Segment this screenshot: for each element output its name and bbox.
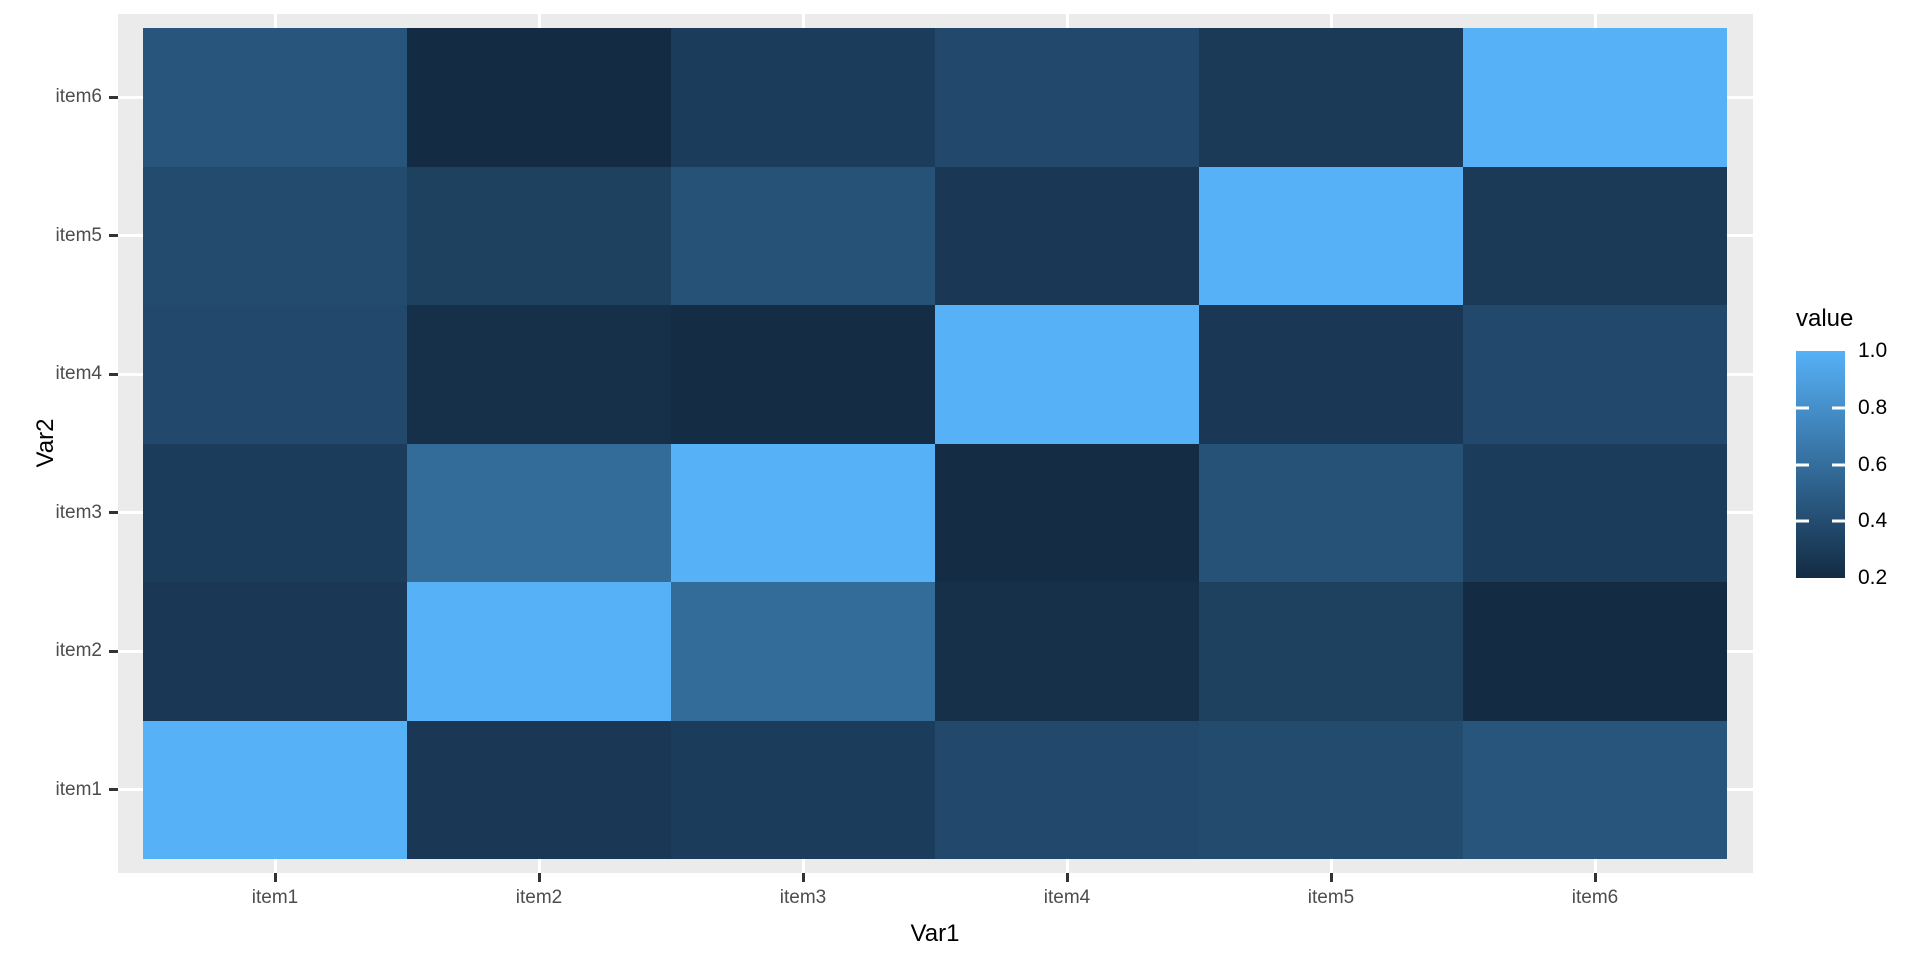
y-label-item5: item5 xyxy=(55,224,102,246)
cell-item3-item4 xyxy=(671,305,935,444)
cell-item4-item4 xyxy=(935,305,1199,444)
cell-item1-item3 xyxy=(143,443,407,582)
cell-item4-item5 xyxy=(935,166,1199,305)
x-tick xyxy=(407,873,671,882)
cell-item1-item1 xyxy=(143,720,407,859)
cell-item5-item3 xyxy=(1199,443,1463,582)
legend-tick-label-1.0: 1.0 xyxy=(1858,339,1888,362)
legend-tick-dash-left xyxy=(1796,463,1809,466)
heatmap-cells xyxy=(143,28,1727,859)
cell-item6-item3 xyxy=(1463,443,1727,582)
cell-item5-item6 xyxy=(1199,28,1463,167)
legend-tick-label-0.4: 0.4 xyxy=(1858,509,1888,533)
cell-item5-item2 xyxy=(1199,582,1463,721)
cell-item1-item2 xyxy=(143,582,407,721)
legend-title: value xyxy=(1796,305,1854,332)
cell-item2-item4 xyxy=(407,305,671,444)
cell-item4-item1 xyxy=(935,720,1199,859)
cell-item6-item2 xyxy=(1463,582,1727,721)
legend-tick-label-0.2: 0.2 xyxy=(1858,566,1888,589)
cell-item5-item5 xyxy=(1199,166,1463,305)
cell-item3-item5 xyxy=(671,166,935,305)
cell-item4-item2 xyxy=(935,582,1199,721)
cell-item5-item4 xyxy=(1199,305,1463,444)
x-label-item5: item5 xyxy=(1307,887,1355,908)
cell-item2-item2 xyxy=(407,582,671,721)
y-label-item6: item6 xyxy=(55,86,102,108)
y-tick xyxy=(109,167,118,306)
y-tick xyxy=(109,28,118,167)
legend-tick-dash-left xyxy=(1796,519,1809,523)
legend-tick-label-0.8: 0.8 xyxy=(1858,395,1888,419)
y-axis-title: Var2 xyxy=(32,418,59,468)
y-tick xyxy=(109,721,118,860)
cell-item5-item1 xyxy=(1199,720,1463,859)
plot-panel xyxy=(118,14,1753,873)
y-label-item1: item1 xyxy=(55,778,102,800)
y-label-item3: item3 xyxy=(55,501,102,523)
x-label-item4: item4 xyxy=(1043,887,1091,908)
cell-item3-item2 xyxy=(671,582,935,721)
x-tick xyxy=(1463,873,1727,882)
cell-item6-item5 xyxy=(1463,166,1727,305)
cell-item1-item6 xyxy=(143,28,407,167)
cell-item2-item6 xyxy=(407,28,671,167)
y-tick xyxy=(109,582,118,721)
cell-item2-item5 xyxy=(407,166,671,305)
cell-item4-item3 xyxy=(935,443,1199,582)
cell-item6-item1 xyxy=(1463,720,1727,859)
cell-item6-item6 xyxy=(1463,28,1727,167)
cell-item2-item1 xyxy=(407,720,671,859)
cell-item3-item3 xyxy=(671,443,935,582)
cell-item3-item1 xyxy=(671,720,935,859)
legend-tick-dash-left xyxy=(1796,406,1809,410)
x-tick xyxy=(671,873,935,882)
x-tick xyxy=(143,873,407,882)
x-tick xyxy=(1199,873,1463,882)
y-axis-ticks xyxy=(109,28,118,859)
y-axis-tick-labels: item6 item5 item4 item3 item2 item1 xyxy=(0,28,102,859)
x-axis-ticks xyxy=(143,873,1727,882)
cell-item1-item4 xyxy=(143,305,407,444)
legend-tick-label-0.6: 0.6 xyxy=(1858,452,1888,476)
cell-item6-item4 xyxy=(1463,305,1727,444)
x-axis-title: Var1 xyxy=(910,920,960,947)
x-label-item2: item2 xyxy=(515,887,563,908)
cell-item1-item5 xyxy=(143,166,407,305)
y-tick xyxy=(109,305,118,444)
legend-tick-dash-right xyxy=(1832,406,1845,410)
y-label-item2: item2 xyxy=(55,640,102,662)
y-label-item4: item4 xyxy=(55,363,102,385)
x-label-item6: item6 xyxy=(1571,887,1619,908)
cell-item4-item6 xyxy=(935,28,1199,167)
legend-tick-dash-right xyxy=(1832,519,1845,523)
x-axis-tick-labels: item1 item2 item3 item4 item5 item6 xyxy=(143,886,1727,910)
legend-tick-dash-right xyxy=(1832,463,1845,466)
x-label-item1: item1 xyxy=(251,887,299,908)
cell-item2-item3 xyxy=(407,443,671,582)
cell-item3-item6 xyxy=(671,28,935,167)
x-tick xyxy=(935,873,1199,882)
x-label-item3: item3 xyxy=(779,887,827,908)
y-tick xyxy=(109,444,118,583)
